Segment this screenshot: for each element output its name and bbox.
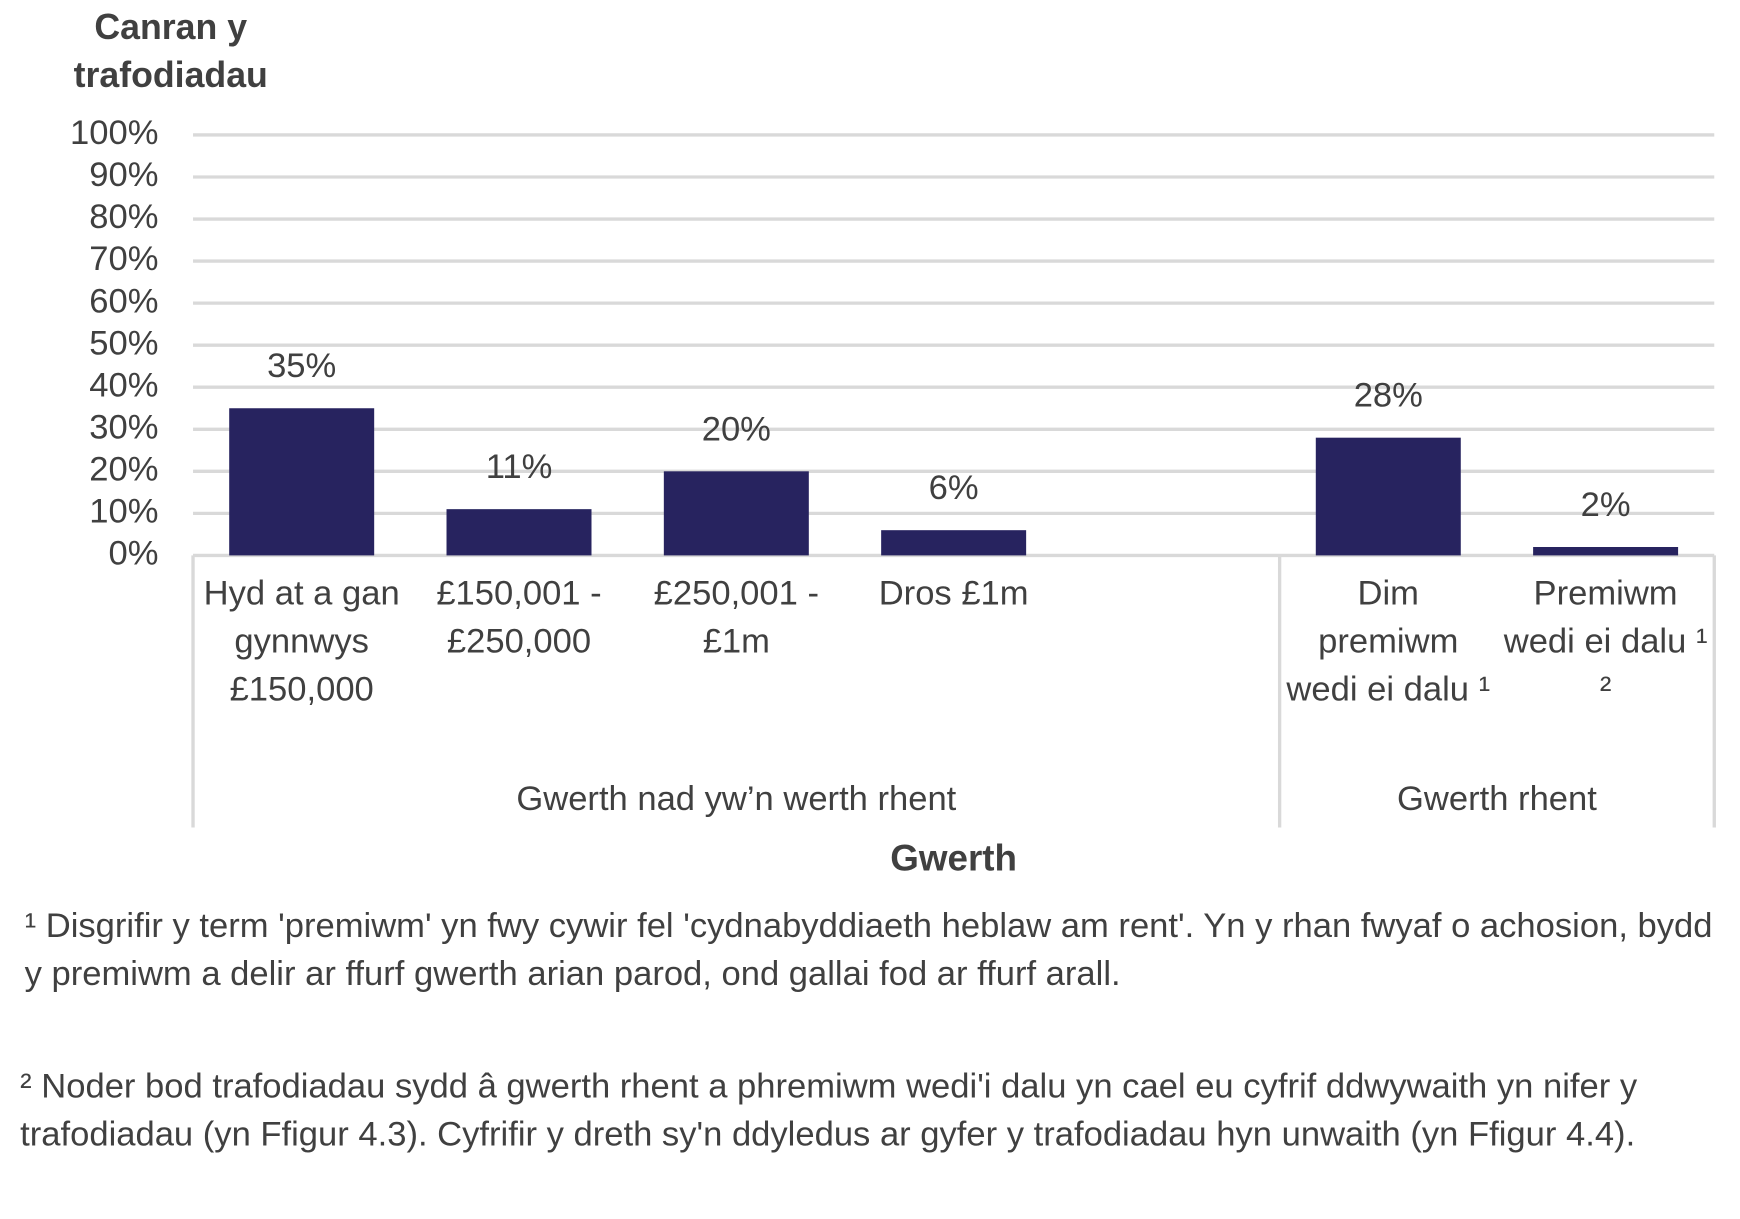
x-tick-label-box: £250,001 - £1m (653, 573, 819, 661)
y-tick-label: 0% (108, 535, 158, 573)
value-label: 6% (929, 469, 979, 507)
bar (881, 530, 1027, 556)
x-tick-label-box: £150,001 - £250,000 (436, 573, 602, 661)
x-tick-label: Hyd at a gan gynnwys £150,000 (203, 573, 400, 709)
value-label: 11% (486, 448, 553, 486)
footnote-box: ¹ Disgrifir y term 'premiwm' yn fwy cywi… (24, 905, 1713, 993)
bar (229, 408, 375, 556)
x-tick-label-box: Premiwm wedi ei dalu ¹ ² (1503, 573, 1708, 709)
y-tick-label: 60% (89, 282, 158, 320)
bar (1533, 546, 1679, 556)
x-tick-label: £150,001 - £250,000 (436, 573, 602, 661)
y-tick-label: 30% (89, 408, 158, 446)
x-tick-label: £250,001 - £1m (653, 573, 819, 661)
x-tick-label-box: Dim premiwm wedi ei dalu ¹ (1286, 573, 1491, 709)
footnote: ¹ Disgrifir y term 'premiwm' yn fwy cywi… (24, 905, 1713, 993)
value-label: 2% (1581, 486, 1631, 524)
y-axis-title: Canran y trafodiadau (74, 8, 268, 96)
value-label: 28% (1354, 377, 1423, 415)
x-tick-label: Dim premiwm wedi ei dalu ¹ (1286, 573, 1491, 709)
y-tick-label: 40% (89, 366, 158, 404)
bar (663, 471, 809, 556)
group-label: Gwerth rhent (1397, 780, 1597, 818)
value-label: 20% (702, 410, 771, 448)
x-axis-title: Gwerth (890, 838, 1017, 879)
bar (1315, 437, 1461, 556)
x-tick-label-box: Hyd at a gan gynnwys £150,000 (203, 573, 400, 709)
x-tick-label: Premiwm wedi ei dalu ¹ ² (1503, 573, 1708, 709)
y-tick-label: 80% (89, 198, 158, 236)
y-tick-label: 70% (89, 240, 158, 278)
x-tick-label: Dros £1m (878, 573, 1029, 613)
y-tick-label: 100% (70, 114, 158, 152)
footnote: ² Noder bod trafodiadau sydd â gwerth rh… (20, 1066, 1638, 1154)
bar (446, 509, 592, 556)
y-tick-label: 90% (89, 156, 158, 194)
y-tick-label: 50% (89, 324, 158, 362)
y-tick-label: 10% (89, 492, 158, 530)
group-label: Gwerth nad yw’n werth rhent (516, 780, 956, 818)
footnote-box: ² Noder bod trafodiadau sydd â gwerth rh… (20, 1066, 1638, 1154)
y-tick-label: 20% (89, 450, 158, 488)
x-tick-label-box: Dros £1m (878, 573, 1029, 613)
value-label: 35% (267, 347, 336, 385)
